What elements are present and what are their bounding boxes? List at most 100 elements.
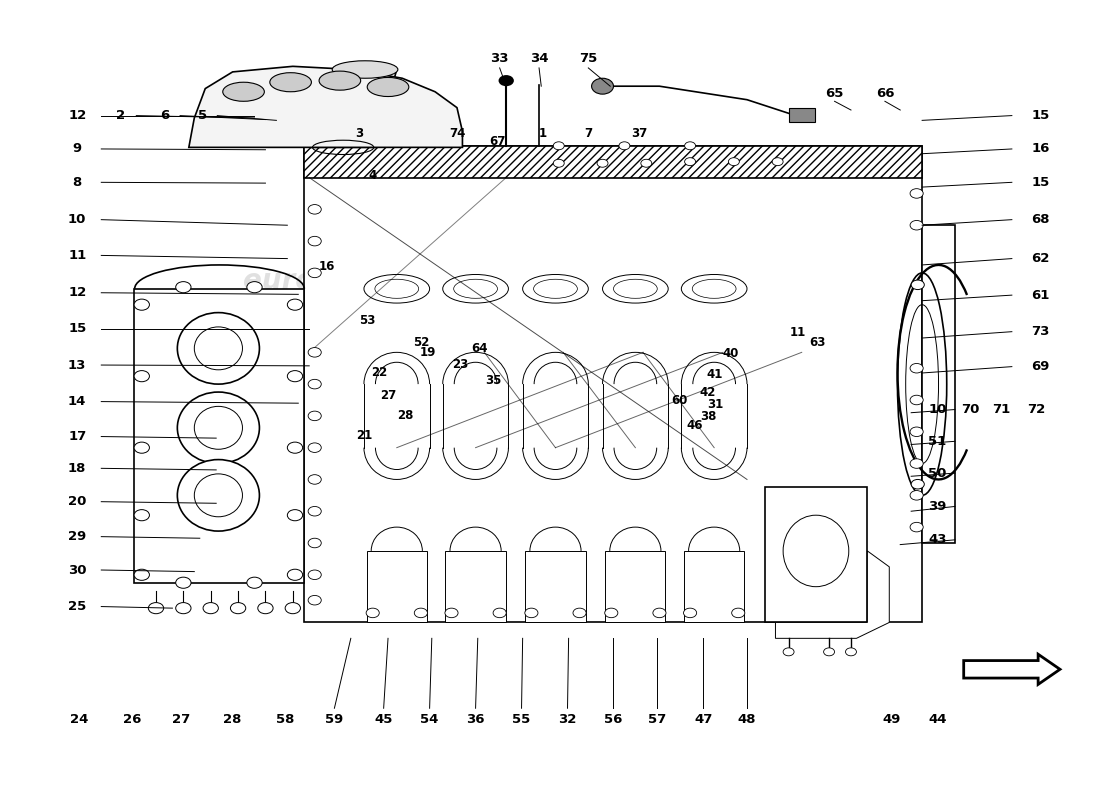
Text: 37: 37 <box>631 126 648 139</box>
Circle shape <box>493 608 506 618</box>
Circle shape <box>910 221 923 230</box>
Circle shape <box>287 570 303 580</box>
Circle shape <box>910 395 923 405</box>
Text: 44: 44 <box>928 713 947 726</box>
Text: 8: 8 <box>73 176 81 189</box>
Circle shape <box>287 299 303 310</box>
Text: 35: 35 <box>485 374 502 387</box>
Circle shape <box>308 443 321 453</box>
Circle shape <box>619 142 630 150</box>
Circle shape <box>246 577 262 588</box>
Circle shape <box>176 577 191 588</box>
Polygon shape <box>764 487 868 622</box>
Text: 15: 15 <box>68 322 86 335</box>
Text: 24: 24 <box>70 713 89 726</box>
Circle shape <box>772 158 783 166</box>
Circle shape <box>134 299 150 310</box>
Circle shape <box>573 608 586 618</box>
Circle shape <box>553 159 564 167</box>
Circle shape <box>910 427 923 437</box>
Text: 40: 40 <box>723 347 739 361</box>
Text: 20: 20 <box>68 495 87 508</box>
Text: 39: 39 <box>928 500 947 513</box>
Text: 66: 66 <box>876 87 894 100</box>
Text: 13: 13 <box>68 358 87 371</box>
Polygon shape <box>684 551 745 622</box>
Polygon shape <box>311 70 397 147</box>
Circle shape <box>287 510 303 521</box>
Circle shape <box>910 490 923 500</box>
Circle shape <box>176 602 191 614</box>
Circle shape <box>910 458 923 468</box>
Text: 52: 52 <box>412 336 429 350</box>
Circle shape <box>910 189 923 198</box>
Circle shape <box>134 570 150 580</box>
Text: 9: 9 <box>73 142 81 155</box>
Polygon shape <box>134 289 304 582</box>
Circle shape <box>308 205 321 214</box>
Text: 53: 53 <box>359 314 375 327</box>
Text: 12: 12 <box>68 286 86 299</box>
Text: 58: 58 <box>276 713 295 726</box>
Text: 68: 68 <box>1031 213 1049 226</box>
Text: 12: 12 <box>68 109 86 122</box>
Circle shape <box>684 142 695 150</box>
Text: 74: 74 <box>449 126 465 139</box>
Circle shape <box>134 370 150 382</box>
Text: 57: 57 <box>648 713 667 726</box>
Text: 41: 41 <box>706 368 723 381</box>
Text: 27: 27 <box>379 389 396 402</box>
Circle shape <box>308 538 321 548</box>
Text: 10: 10 <box>928 403 947 416</box>
Text: 46: 46 <box>686 419 703 432</box>
Text: 28: 28 <box>397 410 414 422</box>
Text: 6: 6 <box>161 109 169 122</box>
Text: 14: 14 <box>68 395 87 408</box>
Circle shape <box>783 648 794 656</box>
Polygon shape <box>789 108 815 122</box>
Circle shape <box>366 608 379 618</box>
Text: 3: 3 <box>355 126 364 139</box>
Text: eurospares: eurospares <box>550 267 725 295</box>
Circle shape <box>148 602 164 614</box>
Text: 62: 62 <box>1031 252 1049 265</box>
Circle shape <box>308 595 321 605</box>
Text: 61: 61 <box>1031 289 1049 302</box>
Text: eurospares: eurospares <box>243 267 419 295</box>
Text: 59: 59 <box>326 713 343 726</box>
Circle shape <box>684 158 695 166</box>
Text: 16: 16 <box>1031 142 1049 155</box>
Polygon shape <box>304 146 922 622</box>
Polygon shape <box>605 551 665 622</box>
Circle shape <box>204 602 219 614</box>
Text: eurospares: eurospares <box>243 434 419 462</box>
Circle shape <box>525 608 538 618</box>
Circle shape <box>287 370 303 382</box>
Text: 71: 71 <box>992 403 1010 416</box>
Circle shape <box>911 280 924 290</box>
Text: 26: 26 <box>123 713 141 726</box>
Text: 54: 54 <box>420 713 439 726</box>
Ellipse shape <box>270 73 311 92</box>
Circle shape <box>308 570 321 579</box>
Ellipse shape <box>177 313 260 384</box>
Circle shape <box>641 159 652 167</box>
Circle shape <box>308 474 321 484</box>
Ellipse shape <box>177 392 260 463</box>
Text: 64: 64 <box>472 342 488 355</box>
Text: eurospares: eurospares <box>769 267 944 295</box>
Polygon shape <box>189 66 462 147</box>
Text: 33: 33 <box>491 52 509 65</box>
Circle shape <box>683 608 696 618</box>
Text: 1: 1 <box>538 126 547 139</box>
Text: 51: 51 <box>928 435 947 448</box>
Circle shape <box>308 268 321 278</box>
Text: 28: 28 <box>223 713 242 726</box>
Polygon shape <box>366 551 427 622</box>
Text: eurospares: eurospares <box>550 434 725 462</box>
Text: 70: 70 <box>961 403 979 416</box>
Text: 23: 23 <box>452 358 469 370</box>
Circle shape <box>308 411 321 421</box>
Circle shape <box>732 608 745 618</box>
Text: 30: 30 <box>68 563 87 577</box>
